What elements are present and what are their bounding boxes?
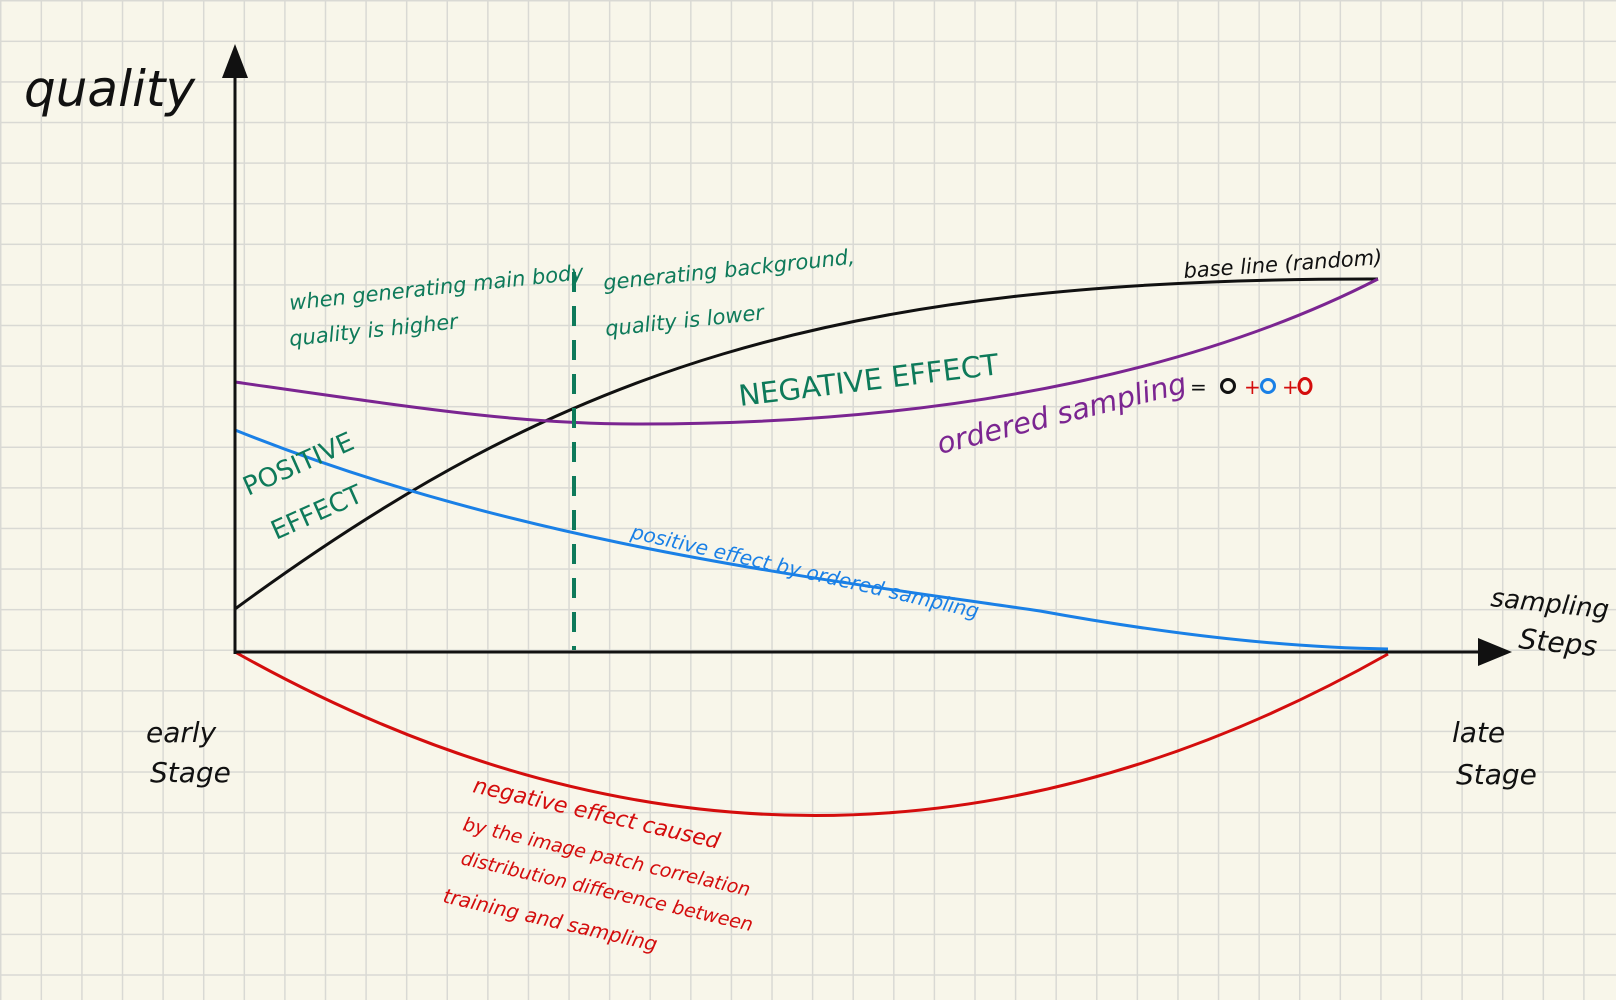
equation-plus-1: + xyxy=(1244,375,1261,399)
early-stage-label-line1: early xyxy=(146,716,217,749)
y-axis-label: quality xyxy=(24,60,196,118)
equation-equals-sign: = xyxy=(1190,375,1207,399)
early-stage-label-line2: Stage xyxy=(150,756,231,789)
x-axis-label-line1: sampling xyxy=(1489,583,1610,625)
baseline-curve-label: base line (random) xyxy=(1183,245,1383,283)
black-circle-icon xyxy=(1220,378,1236,394)
x-axis-arrowhead xyxy=(1478,638,1512,666)
positive-effect-curve xyxy=(234,428,1389,651)
x-axis-label-line2: Steps xyxy=(1517,622,1598,663)
baseline-curve xyxy=(234,277,1379,611)
equation-plus-2: + xyxy=(1282,375,1299,399)
late-stage-label-line1: late xyxy=(1452,716,1505,749)
y-axis-arrowhead xyxy=(222,44,248,78)
blue-circle-icon xyxy=(1260,378,1276,394)
main-body-note-line1: when generating main body xyxy=(288,260,585,315)
positive-effect-region-label-line2: EFFECT xyxy=(267,480,368,547)
main-body-note-line2: quality is higher xyxy=(288,309,460,351)
ordered-sampling-curve xyxy=(234,277,1379,426)
background-note-line2: quality is lower xyxy=(604,300,766,341)
late-stage-label-line2: Stage xyxy=(1456,758,1537,791)
background-note-line1: generating background, xyxy=(602,245,856,295)
negative-effect-curve xyxy=(234,650,1389,817)
red-circle-icon xyxy=(1297,377,1313,395)
positive-effect-curve-label: positive effect by ordered sampling xyxy=(628,519,982,623)
